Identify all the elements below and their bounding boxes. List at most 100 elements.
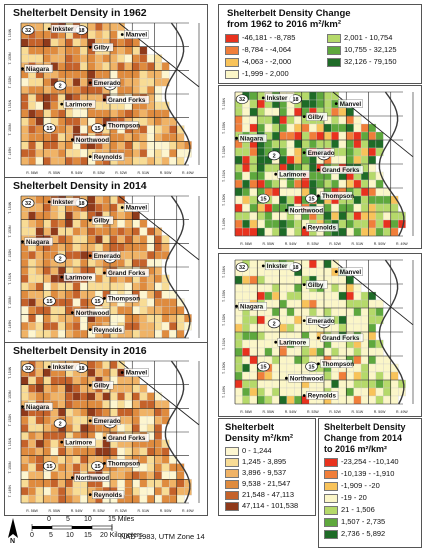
map-cell	[35, 455, 44, 464]
map-cell	[264, 283, 273, 293]
map-2016: 3218221515InksterGilbyManvelNiagaraLarim…	[4, 342, 208, 516]
map-cell	[50, 227, 59, 236]
map-cell	[139, 423, 148, 433]
north-arrow-icon	[8, 518, 18, 538]
road-shield-icon	[91, 296, 104, 306]
township-label: T. 150N	[8, 123, 12, 136]
map-cell	[80, 329, 88, 339]
map-cell	[360, 355, 369, 365]
map-cell	[132, 133, 140, 142]
map-cell	[383, 195, 391, 205]
map-cell	[87, 70, 96, 79]
map-cell	[346, 131, 354, 141]
place-label-box	[306, 112, 328, 121]
map-cell	[65, 455, 74, 464]
map-cell	[28, 141, 36, 150]
township-label: T. 154N	[8, 366, 12, 379]
map-cell	[117, 235, 125, 244]
map-cell	[50, 274, 59, 283]
map-cell	[353, 395, 362, 405]
scale-km-20: 20 Kilometers	[100, 532, 143, 539]
map-cell	[20, 384, 29, 393]
map-cell	[124, 322, 133, 331]
map-cell	[43, 314, 51, 323]
map-cell	[139, 62, 148, 71]
map-cell	[154, 306, 163, 315]
map-cell	[117, 62, 125, 71]
place-label: Reynolds	[94, 154, 123, 161]
map-cell	[234, 331, 243, 341]
place-dot	[21, 240, 24, 243]
map-cell	[346, 347, 354, 357]
road-shield: 15	[257, 361, 270, 372]
legend-swatch	[225, 468, 239, 478]
map-cell	[117, 447, 125, 456]
map-cell	[35, 360, 44, 370]
map-cell	[80, 408, 88, 417]
map-cell	[346, 323, 354, 333]
map-cell	[139, 251, 148, 260]
map-cell	[28, 447, 36, 456]
legend-item: -23,254 - -10,140	[324, 457, 399, 467]
place-label-box	[51, 362, 80, 371]
map-cell	[87, 85, 96, 95]
map-cell	[57, 479, 66, 488]
map-cell	[72, 494, 81, 504]
map-cell	[95, 227, 103, 236]
place-dot	[47, 27, 51, 31]
map-cell	[20, 133, 29, 142]
map-cell	[72, 125, 81, 134]
map-cell	[28, 306, 36, 315]
map-cell	[146, 494, 155, 504]
map-cell	[294, 299, 302, 309]
map-cell	[20, 282, 29, 291]
map-cell	[294, 323, 302, 333]
map-cell	[346, 291, 354, 301]
map-cell	[35, 22, 44, 32]
place-label-box	[92, 43, 114, 52]
map-cell	[139, 494, 148, 504]
map-cell	[72, 329, 81, 339]
map-cell	[20, 494, 29, 504]
place-label: Emerado	[94, 80, 121, 87]
map-cell	[95, 109, 103, 118]
map-cell	[323, 299, 332, 309]
map-cell	[124, 78, 133, 87]
map-cell	[109, 203, 118, 212]
map-cell	[375, 307, 384, 317]
map-cell	[124, 70, 133, 79]
map-cell	[368, 155, 377, 165]
map-cell	[249, 395, 258, 405]
place-label-box	[306, 148, 335, 157]
map-cell	[309, 291, 317, 301]
road-shield: 15	[91, 461, 104, 471]
map-cell	[28, 117, 36, 126]
map-cell	[43, 447, 51, 456]
map-cell	[124, 141, 133, 150]
map-cell	[146, 306, 155, 315]
map-cell	[139, 447, 148, 456]
map-cell	[124, 235, 133, 244]
map-cell	[20, 141, 29, 150]
map-cell	[353, 123, 362, 133]
map-cell	[87, 400, 96, 409]
map-cell	[72, 156, 81, 166]
map-cell	[360, 299, 369, 309]
map-cell	[50, 54, 59, 63]
map-cell	[28, 439, 36, 448]
map-cell	[154, 54, 163, 63]
legend-item: 21,548 - 47,113	[225, 490, 294, 500]
map-cell	[109, 282, 118, 291]
place-label-box	[265, 261, 294, 271]
map-cell	[72, 376, 81, 385]
road-shield-icon	[305, 361, 318, 372]
map-cell	[109, 227, 118, 236]
map-cell	[28, 416, 36, 425]
map-cell	[50, 211, 59, 220]
map-cell	[20, 251, 29, 260]
map-cell	[249, 267, 258, 277]
map-cell	[249, 147, 258, 157]
range-label: R. 51W	[138, 509, 150, 513]
legend-label: 10,755 - 32,125	[344, 45, 397, 54]
map-cell	[169, 314, 177, 323]
